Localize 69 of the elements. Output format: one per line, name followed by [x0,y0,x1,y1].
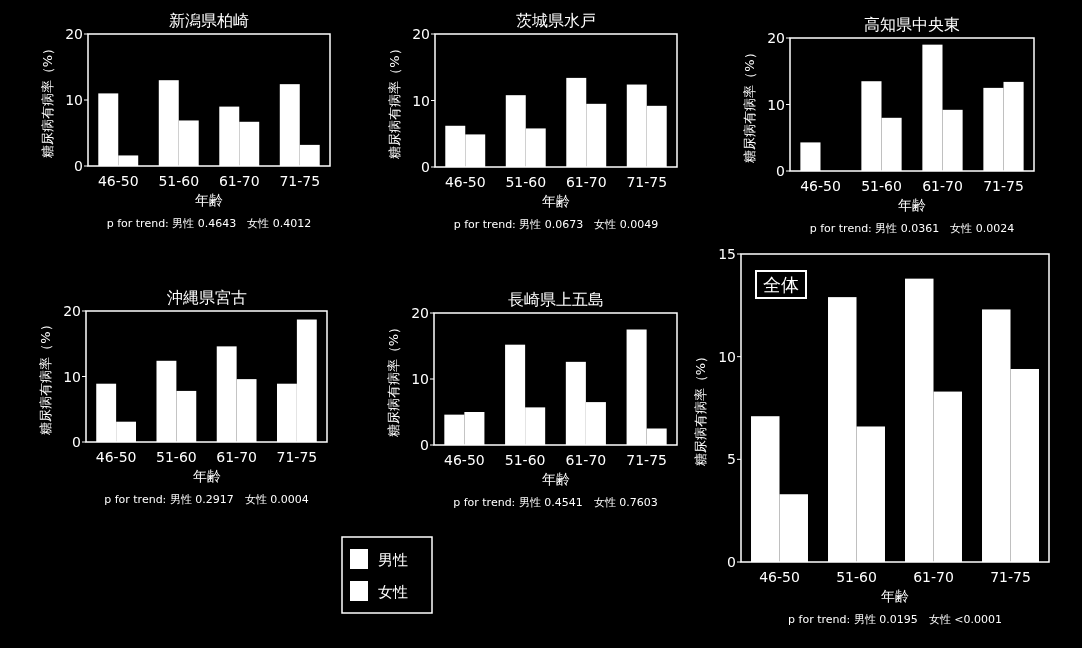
x-axis-title: 年齢 [195,192,223,208]
y-axis-title: 糖尿病有病率（%） [40,41,55,159]
y-tick-label: 15 [718,246,736,262]
x-tick-label: 61-70 [565,174,607,190]
text: 全体 [763,274,799,295]
x-tick-label: 51-60 [504,452,546,468]
text: p for trend: 男性 0.0361 女性 0.0024 [809,222,1015,235]
x-tick-label: 71-75 [983,178,1024,194]
x-tick-label: 46-50 [800,178,841,194]
text: p for trend: 男性 0.4541 女性 0.7603 [453,496,658,509]
y-tick-label: 10 [412,92,430,109]
x-axis-title: 年齢 [541,471,570,487]
text: p for trend: 男性 0.4643 女性 0.4012 [106,217,312,230]
y-tick-label: 0 [72,434,81,450]
y-tick-label: 0 [727,554,736,570]
x-tick-label: 61-70 [216,449,257,465]
y-tick-label: 0 [776,163,785,179]
x-tick-label: 46-50 [444,174,486,190]
y-axis-title: 糖尿病有病率（%） [386,320,401,438]
y-tick-label: 20 [65,26,83,42]
x-tick-label: 51-60 [158,173,200,189]
chart-title: 新潟県柏崎 [169,11,249,30]
y-tick-label: 10 [411,371,429,387]
legend-label: 女性 [378,583,408,601]
y-tick-label: 20 [411,305,429,321]
x-tick-label: 51-60 [836,569,877,585]
y-tick-label: 0 [421,159,430,175]
y-tick-label: 5 [727,451,736,468]
text: p for trend: 男性 0.0195 女性 <0.0001 [788,613,1002,626]
x-tick-label: 46-50 [759,569,800,585]
x-tick-label: 71-75 [626,452,667,468]
y-tick-label: 10 [65,92,83,108]
y-tick-label: 20 [412,26,430,42]
y-tick-label: 0 [420,437,429,453]
x-tick-label: 46-50 [444,452,485,468]
text: p for trend: 男性 0.2917 女性 0.0004 [104,493,309,506]
chart-title: 茨城県水戸 [516,11,596,30]
chart-title: 沖縄県宮古 [166,288,247,307]
y-tick-label: 10 [767,96,785,113]
y-axis-title: 糖尿病有病率（%） [742,46,757,163]
x-tick-label: 61-70 [922,178,963,194]
chart-title: 長崎県上五島 [507,290,604,309]
x-tick-label: 71-75 [626,174,668,190]
y-tick-label: 20 [63,303,81,319]
x-tick-label: 61-70 [218,173,260,189]
y-tick-label: 20 [767,30,785,46]
y-tick-label: 10 [718,348,736,365]
x-tick-label: 71-75 [276,449,318,465]
y-axis-title: 糖尿病有病率（%） [693,349,708,467]
y-tick-label: 0 [74,158,83,174]
legend-label: 男性 [378,551,408,569]
chart-title: 高知県中央東 [864,15,960,34]
x-tick-label: 46-50 [97,173,139,189]
x-axis-title: 年齢 [192,468,221,484]
x-tick-label: 51-60 [861,178,902,194]
x-tick-label: 61-70 [913,569,954,585]
x-tick-label: 71-75 [990,569,1031,585]
y-tick-label: 10 [63,368,81,385]
x-axis-title: 年齢 [542,193,570,209]
x-tick-label: 61-70 [565,452,607,468]
x-tick-label: 46-50 [95,449,137,465]
x-tick-label: 51-60 [505,174,547,190]
x-axis-title: 年齢 [898,197,926,213]
x-axis-title: 年齢 [881,588,909,604]
x-tick-label: 71-75 [279,173,321,189]
y-axis-title: 糖尿病有病率（%） [387,42,402,159]
text: p for trend: 男性 0.0673 女性 0.0049 [453,218,659,231]
y-axis-title: 糖尿病有病率（%） [38,318,53,435]
x-tick-label: 51-60 [156,449,197,465]
